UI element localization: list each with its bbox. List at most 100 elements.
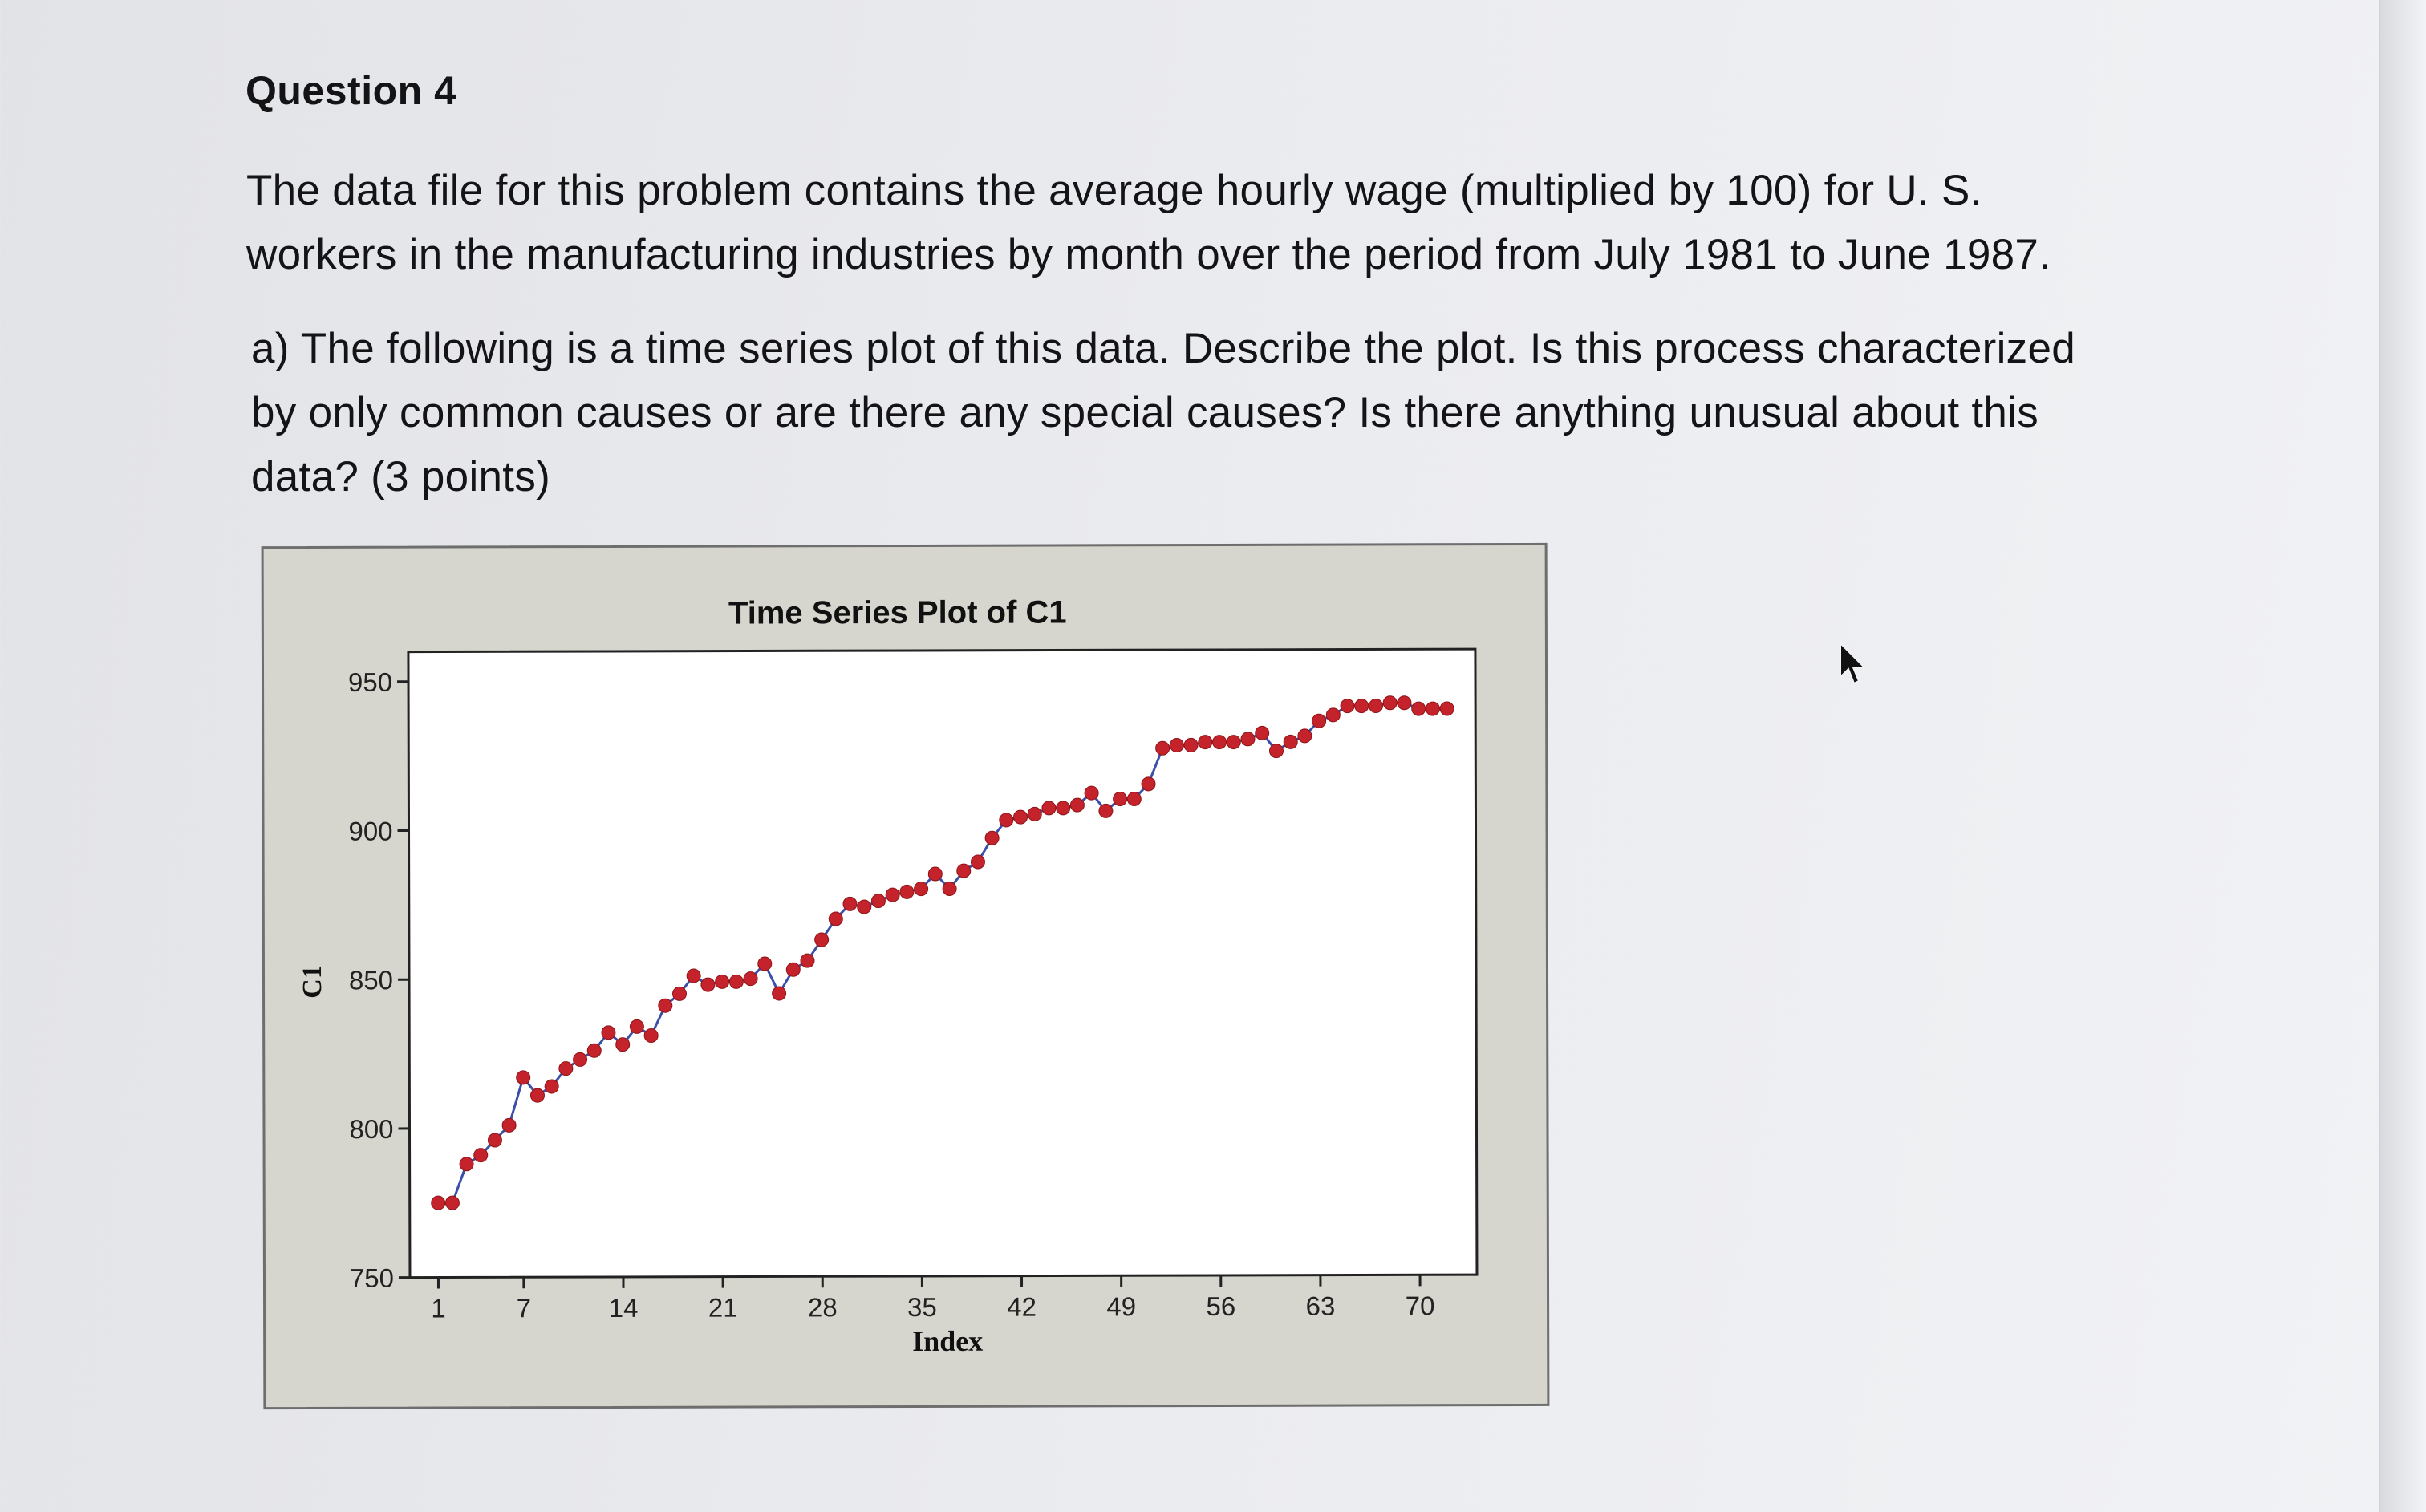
data-point [643,1028,659,1043]
data-point [1212,735,1227,750]
data-point [544,1079,559,1094]
data-point [857,899,872,914]
y-tick-label: 850 [349,965,393,995]
data-point [927,866,943,882]
chart-title: Time Series Plot of C1 [728,594,1067,630]
data-point [487,1133,502,1148]
data-point [899,884,915,899]
mouse-pointer-icon [1840,642,1867,685]
data-point [700,977,716,992]
data-point [942,881,957,896]
data-point [1155,740,1170,756]
x-tick-label: 42 [1007,1292,1037,1322]
data-point [1141,776,1156,792]
data-point [785,962,801,977]
data-point [1226,735,1241,750]
data-point [914,882,929,897]
data-point [956,863,972,878]
data-point [1198,735,1213,750]
data-point [1325,707,1341,723]
data-point [516,1070,531,1085]
data-point [1069,797,1085,813]
data-point [828,911,843,926]
data-point [1169,737,1184,752]
data-point [1340,699,1355,714]
question-title: Question 4 [245,68,457,113]
data-point [999,813,1014,828]
data-point [814,932,830,947]
data-point [1098,803,1114,818]
plot-area [407,647,1479,1279]
problem-description-line: The data file for this problem contains … [246,167,1982,214]
x-tick-label: 14 [609,1293,639,1323]
data-point [757,956,773,971]
data-point [1255,725,1270,740]
y-axis-label: C1 [298,965,327,999]
data-point [444,1195,460,1210]
data-point [1027,806,1042,821]
data-point [728,974,744,989]
x-tick-label: 35 [907,1292,937,1322]
data-point [558,1061,574,1076]
x-tick-label: 28 [808,1292,838,1322]
data-point [473,1148,489,1163]
page-edge-shadow [2379,0,2426,1512]
data-point [970,854,985,870]
data-point [885,887,900,902]
data-point [1425,701,1440,716]
data-point [1368,699,1383,714]
question-part-a: a) The following is a time series plot o… [251,317,2177,509]
data-point [459,1157,474,1172]
x-tick-label: 21 [708,1293,738,1323]
x-tick-label: 63 [1306,1291,1336,1321]
data-point [1439,701,1454,716]
data-point [743,971,758,987]
question-part-a-line: by only common causes or are there any s… [251,389,2039,436]
data-point [1382,695,1398,711]
problem-description: The data file for this problem contains … [246,159,2252,287]
data-point [529,1088,545,1103]
data-point [1183,737,1199,752]
axes-layer: 750 800 850 900 950 1 7 14 21 28 35 42 49 56 63 70 [348,667,1435,1324]
data-point [686,968,701,983]
data-point [772,986,787,1001]
question-part-a-line: data? (3 points) [251,453,551,501]
data-point [629,1019,644,1034]
data-point [615,1037,631,1052]
data-point [671,986,687,1001]
chart-frame: Time Series Plot of C1 750 800 850 900 950 1 7… [261,542,1550,1410]
x-tick-label: 49 [1106,1291,1136,1321]
x-tick-label: 70 [1406,1291,1435,1320]
data-point [1126,791,1142,806]
data-point [1354,699,1369,714]
data-point [800,953,815,968]
x-tick-label: 7 [517,1293,531,1323]
data-point [1013,809,1028,825]
data-point [1268,744,1284,759]
problem-description-line: workers in the manufacturing industries … [246,231,2051,278]
data-point [1113,792,1128,807]
data-point [573,1052,588,1067]
data-point [1297,728,1312,744]
data-point [658,998,673,1013]
x-axis-label: Index [912,1325,983,1357]
markers-layer [431,695,1454,1210]
data-point [1240,732,1256,747]
x-tick-label: 56 [1206,1291,1235,1321]
data-point [1041,801,1057,816]
x-tick-label: 1 [431,1294,445,1324]
y-tick-label: 900 [348,817,392,846]
data-point [501,1117,517,1133]
data-point [1411,701,1426,716]
data-point [1056,801,1071,816]
data-point [1312,713,1327,728]
data-point [842,896,858,911]
data-point [984,830,1000,845]
data-point [601,1025,616,1040]
y-tick-label: 750 [350,1263,394,1293]
data-point [1283,734,1298,749]
question-part-a-line: a) The following is a time series plot o… [251,325,2076,372]
data-point [715,974,730,989]
data-point [1397,695,1412,711]
